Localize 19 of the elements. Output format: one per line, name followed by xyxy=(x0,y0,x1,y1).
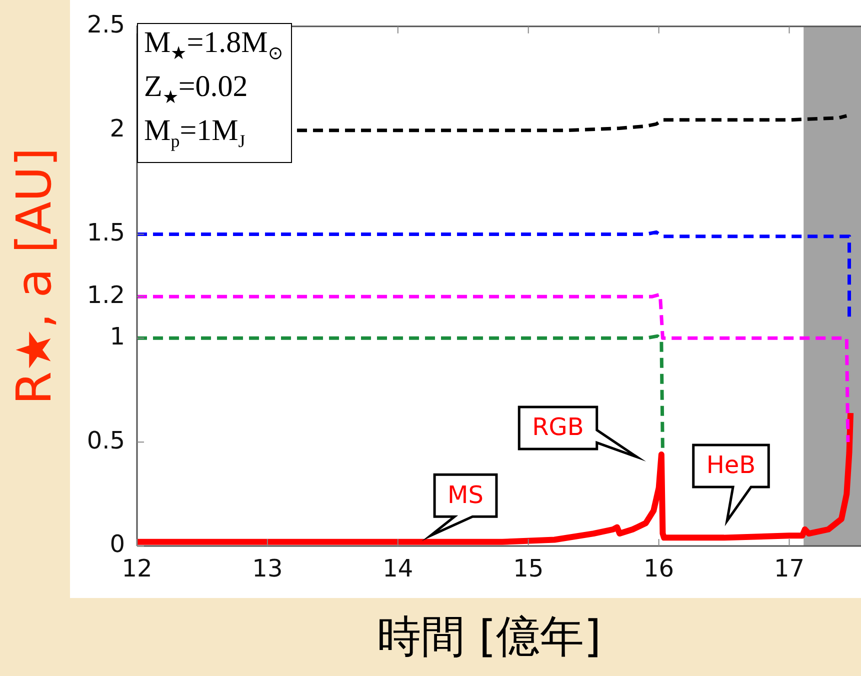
x-tick-label: 16 xyxy=(644,554,674,583)
x-tick-label: 14 xyxy=(382,554,414,583)
y-tick-label: 2 xyxy=(110,114,125,143)
annotation: HeB xyxy=(706,451,756,480)
y-tick-label: 1.5 xyxy=(86,218,125,246)
x-tick-label: 17 xyxy=(774,554,805,583)
y-tick-label: 1.2 xyxy=(86,280,125,309)
line-series xyxy=(137,230,852,320)
annotation: MS xyxy=(448,480,484,509)
x-tick-label: 15 xyxy=(513,554,544,583)
text: M$_{★}$=1.8M$_{⊙}$ Z$_{★}$=0.02 M$_{p}$=1M$_{J}$ xyxy=(144,26,283,151)
y-tick-label: 0.5 xyxy=(86,426,125,454)
line-series xyxy=(137,292,850,444)
y-tick-label: 1 xyxy=(110,322,125,350)
x-tick-label: 13 xyxy=(252,554,283,583)
x-axis-title: 時間 [億年] xyxy=(376,611,602,662)
y-axis-title: R★, a [AU] xyxy=(6,148,62,405)
annotation: RGB xyxy=(532,413,584,442)
y-tick-label: 2.5 xyxy=(86,10,125,39)
